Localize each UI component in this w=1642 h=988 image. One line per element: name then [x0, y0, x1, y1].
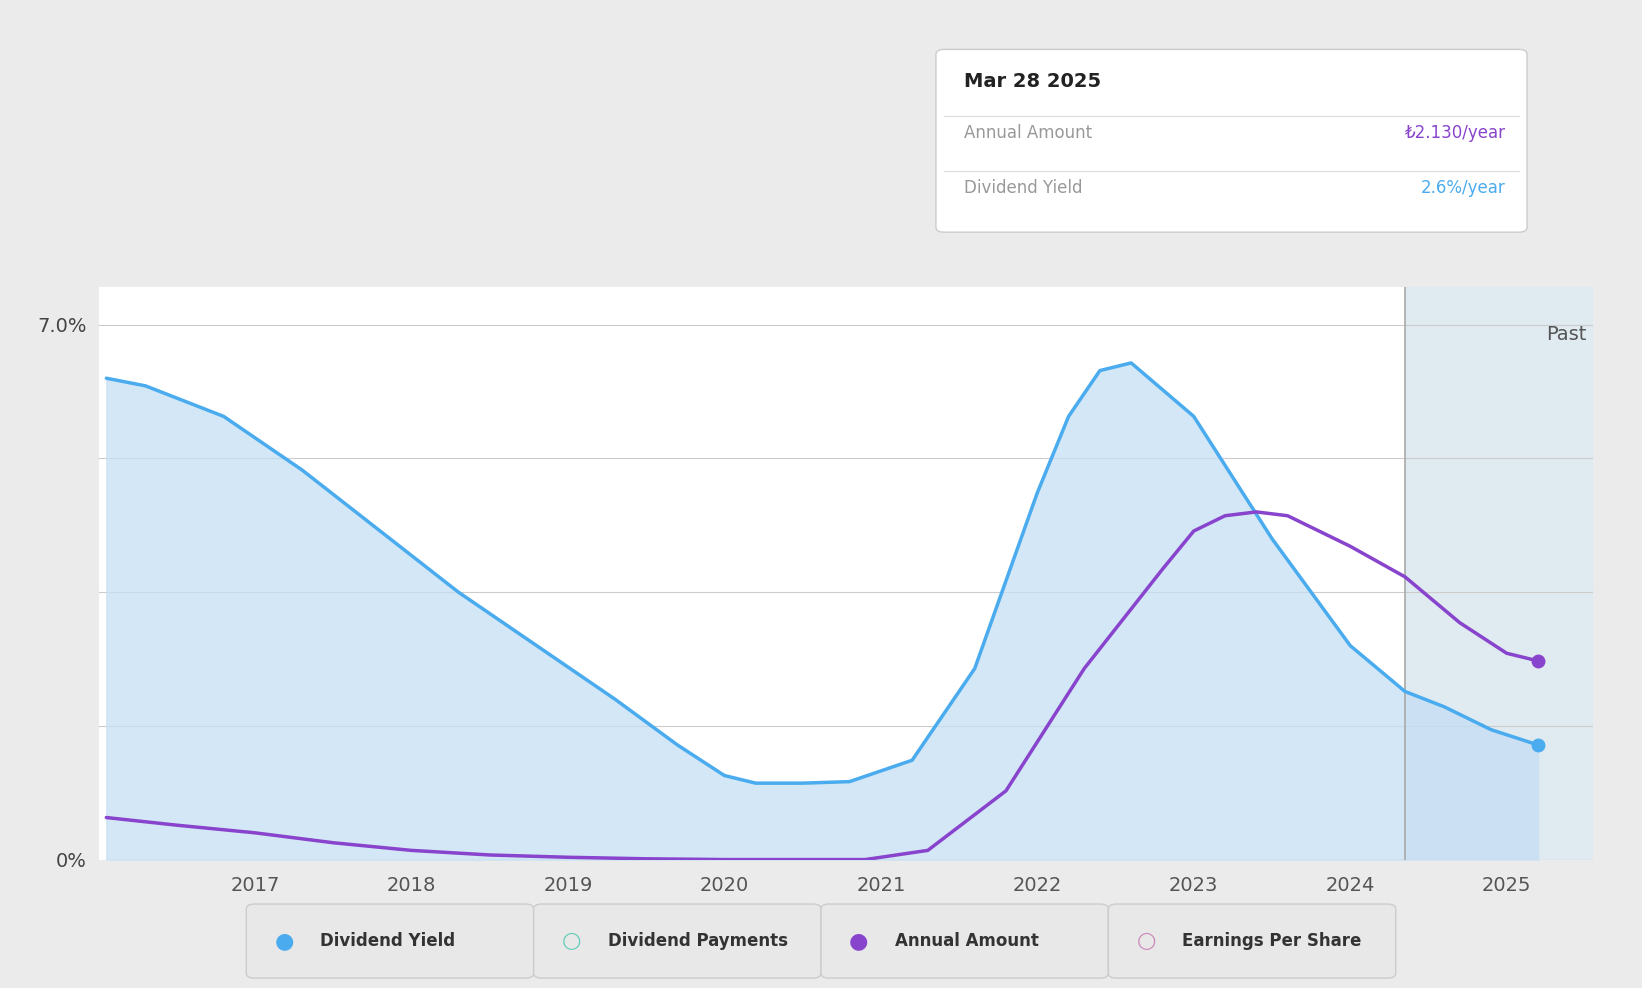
Text: Annual Amount: Annual Amount: [895, 932, 1039, 950]
Text: ●: ●: [849, 931, 869, 951]
Text: Earnings Per Share: Earnings Per Share: [1182, 932, 1361, 950]
Text: 2.6%/year: 2.6%/year: [1420, 179, 1506, 197]
Bar: [1406, 287, 1593, 860]
Text: Dividend Yield: Dividend Yield: [964, 179, 1082, 197]
Text: Dividend Yield: Dividend Yield: [320, 932, 455, 950]
Text: Past: Past: [1547, 325, 1586, 344]
Text: ₺2.130/year: ₺2.130/year: [1404, 124, 1506, 141]
Text: Mar 28 2025: Mar 28 2025: [964, 72, 1102, 91]
Text: Dividend Payments: Dividend Payments: [608, 932, 788, 950]
Text: ○: ○: [562, 931, 581, 951]
Text: ○: ○: [1136, 931, 1156, 951]
Text: ●: ●: [274, 931, 294, 951]
Text: Annual Amount: Annual Amount: [964, 124, 1092, 141]
